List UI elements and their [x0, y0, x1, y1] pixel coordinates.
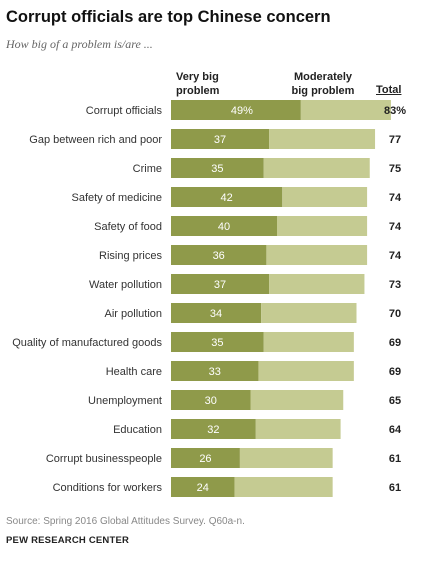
bar-moderately-big-problem [300, 100, 391, 120]
total-value: 74 [389, 192, 402, 204]
category-label: Rising prices [99, 250, 162, 262]
bar-very-big-problem [171, 303, 262, 323]
bar-moderately-big-problem [250, 390, 344, 410]
category-label: Unemployment [88, 395, 162, 407]
chart-subtitle: How big of a problem is/are ... [6, 37, 153, 51]
bar-moderately-big-problem [263, 332, 354, 352]
bar-moderately-big-problem [258, 361, 354, 381]
data-label-very-big-problem: 35 [211, 337, 223, 349]
category-label: Corrupt businesspeople [46, 453, 162, 465]
bar-very-big-problem [171, 216, 277, 236]
data-label-very-big-problem: 24 [197, 482, 209, 494]
data-label-very-big-problem: 36 [213, 250, 225, 262]
bar-moderately-big-problem [255, 419, 341, 439]
data-label-very-big-problem: 42 [221, 192, 233, 204]
data-label-very-big-problem: 35 [211, 163, 223, 175]
data-label-very-big-problem: 40 [218, 221, 230, 233]
source-note: Source: Spring 2016 Global Attitudes Sur… [6, 516, 245, 527]
bar-very-big-problem [171, 274, 270, 294]
bar-very-big-problem [171, 129, 270, 149]
bar-very-big-problem [171, 245, 267, 265]
total-value: 73 [389, 279, 401, 291]
total-column-header: Total [376, 84, 402, 96]
bar-moderately-big-problem [234, 477, 333, 497]
bar-very-big-problem [171, 448, 240, 468]
bar-very-big-problem [171, 390, 251, 410]
bar-moderately-big-problem [277, 216, 368, 236]
bar-moderately-big-problem [239, 448, 333, 468]
category-label: Crime [133, 163, 162, 175]
bar-moderately-big-problem [261, 303, 357, 323]
legend-moderately-big-problem: Moderately big problem [291, 71, 355, 97]
data-label-very-big-problem: 34 [210, 308, 222, 320]
category-label: Safety of food [94, 221, 162, 233]
bar-very-big-problem [171, 187, 283, 207]
bar-moderately-big-problem [282, 187, 368, 207]
total-value: 74 [389, 221, 402, 233]
total-value: 69 [389, 337, 401, 349]
total-value: 75 [389, 163, 401, 175]
total-value: 77 [389, 134, 401, 146]
total-value: 83% [384, 105, 406, 117]
bar-moderately-big-problem [266, 245, 368, 265]
total-value: 61 [389, 453, 401, 465]
bar-moderately-big-problem [269, 274, 365, 294]
data-label-very-big-problem: 32 [207, 424, 219, 436]
total-value: 65 [389, 395, 401, 407]
chart-title: Corrupt officials are top Chinese concer… [6, 8, 331, 26]
bar-very-big-problem [171, 361, 259, 381]
bar-very-big-problem [171, 419, 256, 439]
category-label: Air pollution [105, 308, 162, 320]
bar-very-big-problem [171, 100, 301, 120]
bar-very-big-problem [171, 158, 264, 178]
category-label: Gap between rich and poor [29, 134, 162, 146]
total-value: 64 [389, 424, 402, 436]
category-label: Water pollution [89, 279, 162, 291]
total-value: 74 [389, 250, 402, 262]
total-value: 61 [389, 482, 401, 494]
category-label: Corrupt officials [86, 105, 163, 117]
data-label-very-big-problem: 49% [231, 105, 253, 117]
bar-moderately-big-problem [269, 129, 376, 149]
data-label-very-big-problem: 33 [209, 366, 221, 378]
data-label-very-big-problem: 37 [214, 279, 226, 291]
organization-credit: PEW RESEARCH CENTER [6, 535, 130, 546]
category-label: Health care [106, 366, 162, 378]
category-label: Education [113, 424, 162, 436]
total-value: 70 [389, 308, 401, 320]
category-label: Safety of medicine [72, 192, 163, 204]
data-label-very-big-problem: 30 [205, 395, 217, 407]
data-label-very-big-problem: 26 [199, 453, 211, 465]
legend-very-big-problem: Very big problem [176, 71, 220, 97]
category-label: Quality of manufactured goods [12, 337, 162, 349]
bar-moderately-big-problem [263, 158, 370, 178]
data-label-very-big-problem: 37 [214, 134, 226, 146]
total-value: 69 [389, 366, 401, 378]
bar-very-big-problem [171, 477, 235, 497]
category-label: Conditions for workers [53, 482, 163, 494]
bar-very-big-problem [171, 332, 264, 352]
